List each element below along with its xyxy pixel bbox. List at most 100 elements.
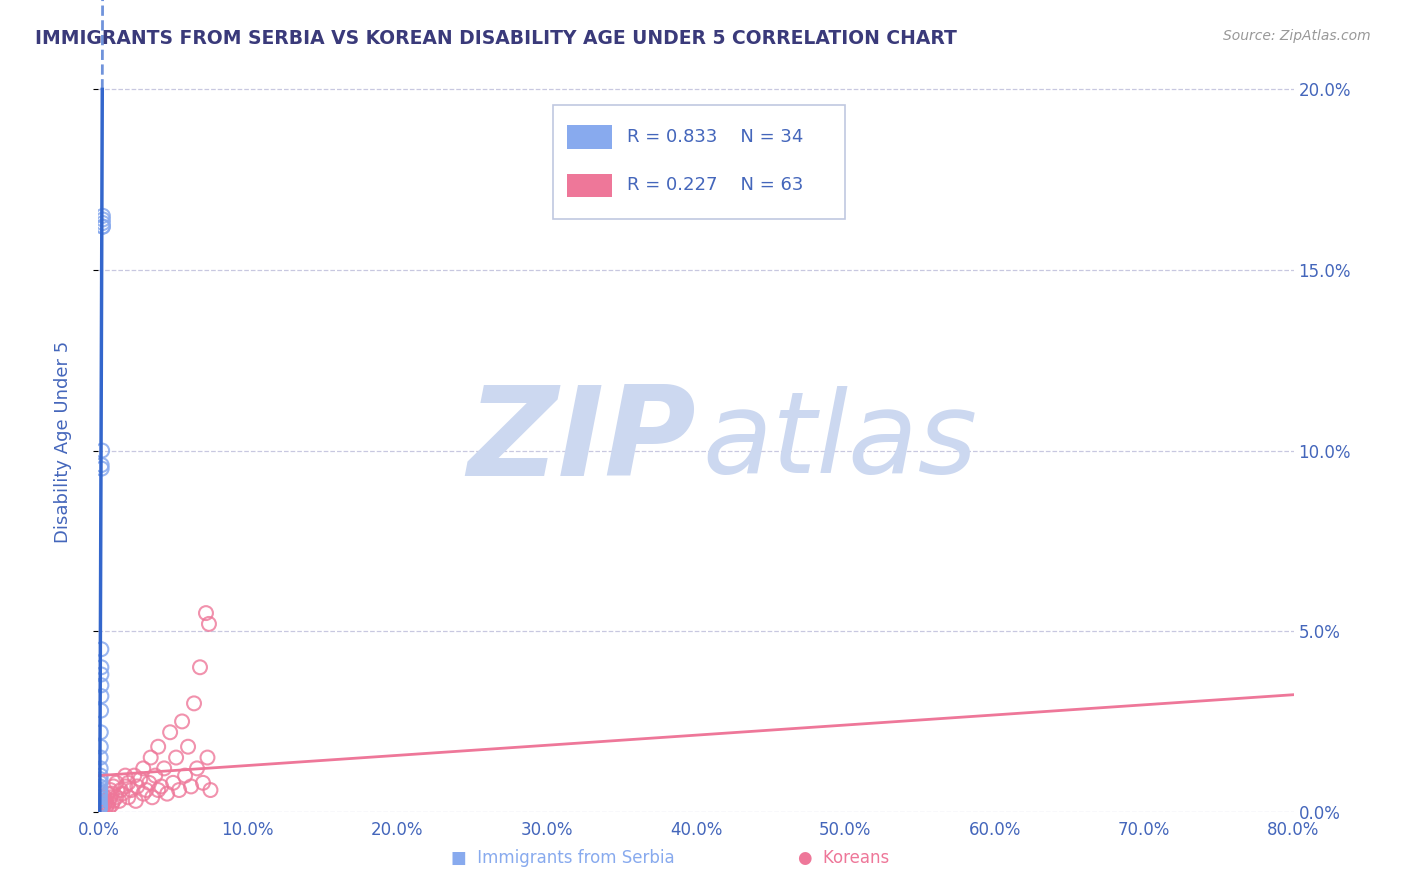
Point — [141, 790, 163, 805]
Point — [96, 787, 118, 801]
Point — [94, 794, 117, 808]
Point — [138, 776, 160, 790]
Point — [89, 797, 111, 812]
Point — [90, 660, 112, 674]
Point — [101, 787, 124, 801]
Point — [89, 801, 111, 815]
Point — [90, 769, 112, 783]
Text: ●  Koreans: ● Koreans — [799, 849, 889, 867]
Text: ZIP: ZIP — [467, 381, 696, 502]
Point — [139, 750, 162, 764]
Point — [90, 772, 112, 787]
Point — [89, 780, 111, 794]
Point — [143, 769, 166, 783]
Point — [93, 790, 115, 805]
Point — [98, 790, 122, 805]
Point — [117, 776, 139, 790]
Point — [89, 803, 111, 817]
Point — [89, 801, 111, 815]
Point — [91, 216, 114, 230]
Point — [90, 689, 112, 703]
Point — [89, 794, 111, 808]
Point — [89, 801, 111, 815]
Point — [165, 750, 187, 764]
Text: Source: ZipAtlas.com: Source: ZipAtlas.com — [1223, 29, 1371, 43]
Point — [124, 769, 146, 783]
Point — [90, 801, 112, 815]
Bar — [567, 126, 613, 149]
Point — [111, 787, 134, 801]
Text: atlas: atlas — [702, 386, 977, 497]
Point — [110, 783, 132, 797]
Point — [183, 697, 205, 711]
Point — [89, 790, 111, 805]
Point — [132, 787, 155, 801]
FancyBboxPatch shape — [553, 104, 845, 219]
Point — [159, 725, 181, 739]
Point — [89, 801, 111, 815]
Point — [195, 606, 218, 620]
Point — [127, 780, 149, 794]
Point — [117, 790, 139, 805]
Point — [90, 739, 112, 754]
Text: R = 0.227    N = 63: R = 0.227 N = 63 — [627, 177, 803, 194]
Point — [93, 797, 115, 812]
Point — [162, 776, 184, 790]
Point — [89, 794, 111, 808]
Point — [125, 794, 148, 808]
Bar — [567, 174, 613, 197]
Point — [89, 783, 111, 797]
Point — [89, 776, 111, 790]
Point — [108, 794, 131, 808]
Point — [120, 783, 142, 797]
Point — [96, 797, 118, 812]
Point — [91, 209, 114, 223]
Point — [90, 642, 112, 657]
Point — [148, 739, 170, 754]
Point — [200, 783, 222, 797]
Point — [90, 678, 112, 692]
Point — [89, 785, 111, 799]
Point — [186, 761, 208, 775]
Point — [132, 761, 155, 775]
Point — [197, 750, 219, 764]
Point — [91, 212, 114, 227]
Point — [114, 769, 136, 783]
Point — [91, 794, 114, 808]
Point — [101, 797, 124, 812]
Y-axis label: Disability Age Under 5: Disability Age Under 5 — [53, 341, 72, 542]
Point — [90, 667, 112, 681]
Point — [114, 780, 136, 794]
Point — [91, 219, 114, 234]
Point — [174, 769, 197, 783]
Point — [148, 783, 170, 797]
Point — [94, 801, 117, 815]
Point — [172, 714, 194, 729]
Point — [90, 458, 112, 472]
Point — [180, 780, 202, 794]
Point — [89, 799, 111, 814]
Point — [97, 801, 120, 815]
Point — [91, 801, 114, 815]
Point — [89, 803, 111, 817]
Point — [105, 776, 128, 790]
Point — [90, 725, 112, 739]
Point — [90, 704, 112, 718]
Point — [198, 616, 221, 631]
Point — [105, 790, 128, 805]
Point — [177, 739, 200, 754]
Point — [89, 787, 111, 801]
Point — [90, 750, 112, 764]
Point — [150, 780, 173, 794]
Point — [103, 794, 125, 808]
Point — [191, 776, 214, 790]
Point — [103, 780, 125, 794]
Point — [90, 461, 112, 475]
Point — [97, 794, 120, 808]
Point — [90, 797, 112, 812]
Point — [89, 797, 111, 812]
Point — [156, 787, 179, 801]
Point — [98, 783, 122, 797]
Point — [91, 443, 114, 458]
Point — [188, 660, 211, 674]
